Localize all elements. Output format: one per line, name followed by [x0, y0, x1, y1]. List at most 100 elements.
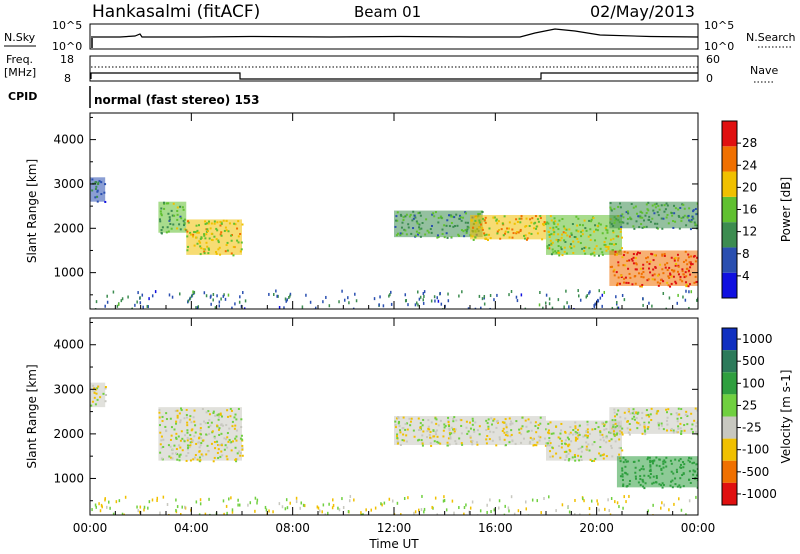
echo-cell — [442, 435, 445, 438]
echo-cell — [453, 416, 456, 419]
echo-cell — [225, 438, 228, 441]
y-tick-label: 4000 — [53, 338, 84, 352]
echo-cell — [694, 430, 697, 433]
echo-cell — [395, 215, 398, 218]
ground-scatter-cell — [379, 295, 381, 299]
echo-cell — [427, 425, 430, 428]
ground-scatter-cell — [216, 294, 218, 298]
echo-cell — [651, 278, 654, 281]
echo-cell — [239, 232, 242, 235]
echo-cell — [624, 417, 627, 420]
echo-cell — [396, 440, 399, 443]
ground-scatter-cell — [542, 306, 544, 309]
echo-cell — [575, 215, 578, 218]
ground-scatter-cell — [131, 307, 134, 309]
ground-scatter-cell — [348, 301, 350, 305]
ground-scatter-cell — [603, 290, 606, 294]
echo-cell — [159, 220, 162, 223]
echo-cell — [169, 438, 172, 441]
echo-cell — [213, 220, 216, 223]
echo-cell — [695, 280, 698, 283]
echo-cell — [629, 216, 632, 219]
ground-scatter-cell — [510, 495, 513, 499]
echo-cell — [171, 457, 174, 460]
ground-scatter-cell — [195, 500, 198, 504]
echo-cell — [689, 262, 692, 265]
echo-cell — [396, 437, 399, 440]
echo-cell — [165, 231, 168, 234]
echo-cell — [613, 427, 616, 430]
echo-cell — [195, 442, 198, 445]
ground-scatter-cell — [583, 499, 585, 503]
echo-cell — [502, 427, 505, 430]
echo-cell — [614, 219, 617, 222]
echo-cell — [409, 213, 412, 216]
echo-cell — [235, 435, 238, 438]
echo-cell — [637, 481, 640, 484]
echo-cell — [677, 273, 680, 276]
ground-scatter-cell — [115, 500, 118, 504]
echo-cell — [688, 478, 691, 481]
ground-scatter-cell — [254, 496, 257, 500]
echo-cell — [414, 216, 417, 219]
colorbar-segment — [722, 482, 737, 505]
ground-scatter-cell — [508, 509, 510, 513]
echo-cell — [579, 447, 582, 450]
ground-scatter-cell — [348, 499, 351, 503]
echo-cell — [208, 419, 211, 422]
ground-scatter-cell — [507, 506, 510, 510]
echo-cell — [216, 451, 219, 454]
echo-cell — [199, 427, 202, 430]
echo-cell — [696, 202, 698, 205]
echo-cell — [179, 421, 182, 424]
echo-cell — [612, 428, 615, 431]
echo-cell — [588, 219, 591, 222]
echo-cell — [160, 214, 163, 217]
echo-cell — [603, 243, 606, 246]
echo-cell — [178, 444, 181, 447]
echo-cell — [613, 433, 616, 436]
echo-cell — [686, 215, 689, 218]
echo-cell — [185, 416, 188, 419]
echo-cell — [573, 245, 576, 248]
echo-cell — [614, 242, 617, 245]
ground-scatter-cell — [328, 502, 330, 506]
echo-cell — [452, 428, 455, 431]
echo-cell — [548, 247, 551, 250]
echo-cell — [619, 206, 622, 209]
echo-cell — [219, 455, 222, 458]
echo-cell — [682, 466, 685, 469]
ground-scatter-cell — [106, 294, 108, 298]
echo-cell — [485, 419, 488, 422]
echo-cell — [205, 411, 208, 414]
echo-cell — [191, 439, 194, 442]
echo-cell — [549, 215, 552, 218]
echo-cell — [232, 440, 235, 443]
echo-cell — [442, 429, 445, 432]
echo-cell — [605, 455, 608, 458]
echo-cell — [682, 461, 685, 464]
echo-cell — [404, 428, 407, 431]
ground-scatter-cell — [436, 513, 439, 515]
echo-cell — [241, 448, 244, 451]
echo-cell — [201, 408, 204, 411]
echo-cell — [421, 424, 424, 427]
echo-cell — [412, 210, 415, 213]
echo-cell — [643, 226, 646, 229]
echo-cell — [399, 429, 402, 432]
echo-cell — [508, 441, 511, 444]
echo-cell — [675, 430, 678, 433]
echo-cell — [690, 457, 693, 460]
echo-cell — [653, 203, 656, 206]
ground-scatter-cell — [109, 506, 111, 510]
echo-cell — [613, 415, 616, 418]
echo-cell — [692, 431, 695, 434]
echo-cell — [216, 440, 219, 443]
echo-cell — [647, 474, 650, 477]
ground-scatter-cell — [285, 299, 287, 303]
echo-cell — [683, 276, 686, 279]
echo-cell — [585, 229, 588, 232]
echo-cell — [236, 458, 239, 461]
echo-cell — [687, 253, 690, 256]
ground-scatter-cell — [513, 512, 516, 515]
